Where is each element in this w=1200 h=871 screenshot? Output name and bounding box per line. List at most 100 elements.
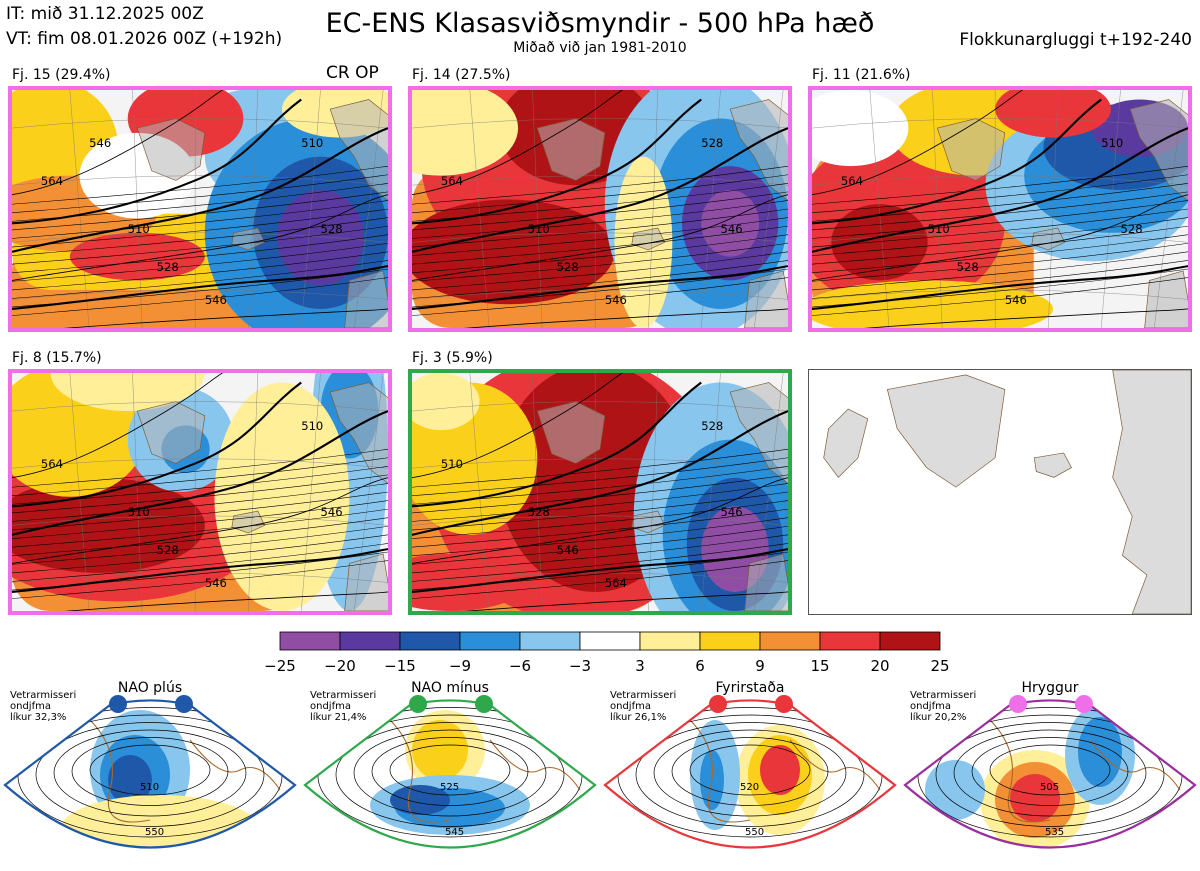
contour-line [412,90,624,196]
regime-anomaly-area [412,720,468,780]
contour-label: 510 [928,222,950,236]
contour-label: 510 [528,222,550,236]
contour-line [12,410,388,536]
regime-anomaly-area [1012,854,1048,866]
contour-line [412,517,788,557]
contour-line [12,183,388,222]
contour-line [412,191,788,231]
contour-label: 528 [321,222,343,236]
height-contours [812,90,1188,328]
regime-blocking: Vetrarmisseri ondjfma líkur 26,1% Fyrirsta… [600,680,900,870]
contour-label: 528 [701,419,723,433]
regime-contour-label: 550 [145,827,164,838]
contour-label: 510 [441,457,463,471]
panel-label: Fj. 14 (27.5%) [412,67,511,83]
regime-nao-minus: Vetrarmisseri ondjfma líkur 21,4% NAO mínu… [300,680,600,870]
regime-contour [389,744,511,796]
contour-line [12,268,388,308]
contour-line [12,174,388,214]
contour-line [12,208,388,248]
contour-line [12,234,388,274]
colorbar-swatch [819,631,881,651]
coastline-land [536,382,788,611]
graticule [12,90,388,328]
anomaly-field [12,373,388,611]
contour-line [12,251,388,291]
contour-label: 564 [41,174,63,188]
contour-line [412,242,788,282]
colorbar-tick-label: 3 [635,657,645,675]
contour-line [12,242,388,282]
contour-label: 564 [605,576,627,590]
cluster-map-panel: 510 528 546 564 510 546 [8,369,392,615]
contour-label: 546 [557,543,579,557]
contour-line [12,534,388,574]
contour-line [812,225,1188,265]
regime-contour [71,737,229,806]
anomaly-area [995,90,1111,138]
contour-line [12,225,388,265]
page-title: EC-ENS Klasasviðsmyndir - 500 hPa hæð [325,8,875,39]
contour-line [412,457,788,497]
colorbar-swatch [639,631,701,651]
regime-dot [775,695,793,713]
contour-line [812,174,1188,214]
classification-window: Flokkunargluggi t+192-240 [959,30,1192,50]
contour-label: 510 [301,136,323,150]
valid-time: VT: fim 08.01.2026 00Z (+192h) [6,29,283,49]
contour-line [412,200,788,239]
panel-label: Fj. 11 (21.6%) [812,67,911,83]
colorbar-swatch [459,631,521,651]
regime-anomaly-area [760,745,800,795]
contour-label: 546 [205,576,227,590]
regime-contour [689,744,811,796]
contour-line [812,200,1188,239]
contour-line [12,483,388,522]
contour-line [412,534,788,574]
colorbar-tick-label: −20 [324,657,356,675]
anomaly-area [701,189,760,257]
contour-label: 510 [128,222,150,236]
height-contours [12,373,388,611]
contour-line [812,208,1188,248]
regime-contour [635,722,865,827]
contour-line [12,543,388,582]
colorbar-swatch [759,631,821,651]
regime-contour [371,737,529,806]
contour-line [812,217,1188,256]
height-contours [412,373,788,611]
contour-line [412,551,788,591]
colorbar-tick-label: 6 [695,657,705,675]
contour-line [463,591,788,611]
anomaly-area [412,373,480,431]
contour-line [412,217,788,256]
contour-line [812,234,1188,274]
contour-line [812,242,1188,282]
contour-line [412,165,788,205]
colorbar-swatch [399,631,461,651]
contour-line [12,90,224,196]
cluster-map-panel: 510 528 546 564 510 528 546 [8,86,392,332]
contour-line [412,508,788,548]
regime-contour-label: 565 [450,847,469,858]
regime-contour [653,729,847,817]
regime-anomaly-area [925,760,985,820]
regime-contour-label: 505 [1040,782,1059,793]
colorbar-swatch [519,631,581,651]
regime-contour [971,737,1129,806]
regime-title: Fyrirstaða [715,680,785,696]
contour-line [812,277,1188,316]
regime-contour-label: 550 [745,827,764,838]
contour-line [412,500,788,539]
contour-line [412,127,788,253]
contour-line [812,183,1188,222]
regime-nao-plus: Vetrarmisseri ondjfma líkur 32,3% NAO plús… [0,680,300,870]
contour-label: 510 [1101,136,1123,150]
contour-line [812,165,1188,205]
cluster-map-panel: 528 546 564 510 528 546 [408,369,792,615]
height-contours [12,90,388,328]
contour-line [12,491,388,531]
contour-line [412,543,788,582]
regime-contour [35,722,265,827]
contour-label: 528 [157,543,179,557]
